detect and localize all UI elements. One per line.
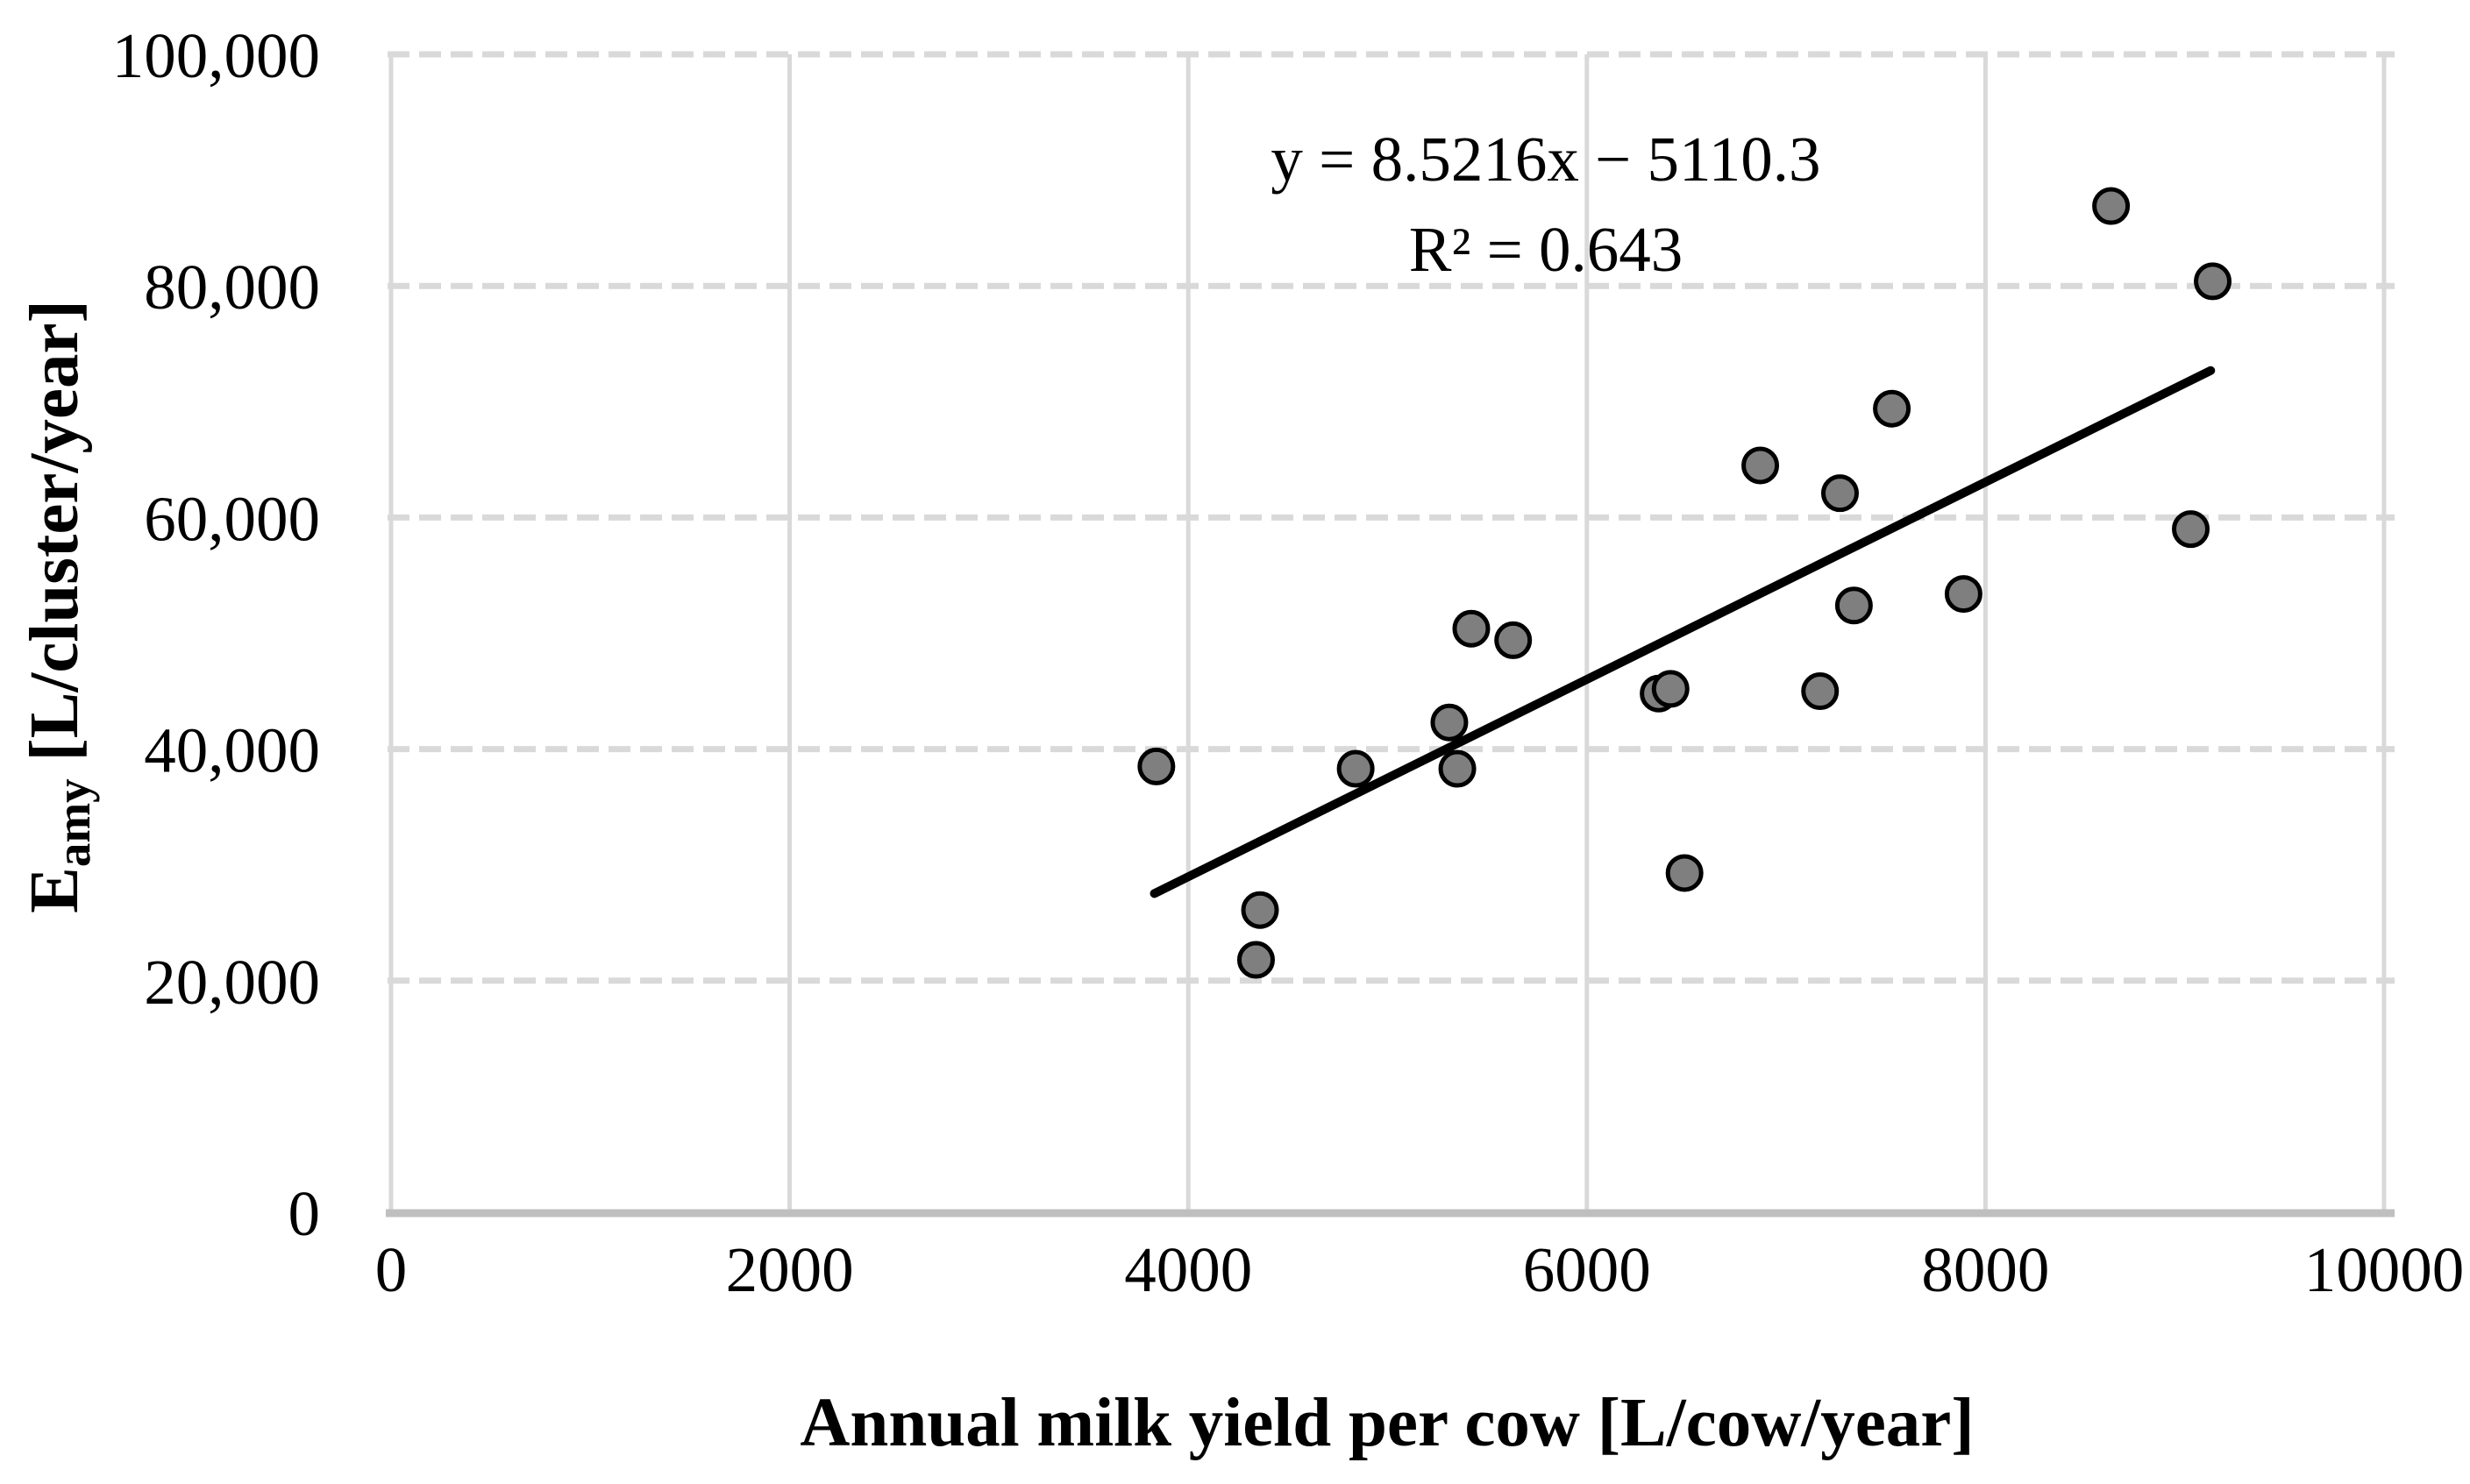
x-tick-label: 0: [375, 1234, 408, 1305]
points-layer: [1137, 187, 2232, 979]
y-tick-label: 80,000: [144, 252, 320, 323]
y-tick-label: 20,000: [144, 947, 320, 1018]
x-tick-label: 4000: [1124, 1234, 1252, 1305]
y-tick-label: 40,000: [144, 715, 320, 786]
x-tick-label: 2000: [726, 1234, 854, 1305]
y-axis-title: Eamy [L/cluster/year]: [17, 300, 100, 913]
trendline: [1150, 366, 2216, 898]
scatter-point: [2194, 262, 2232, 301]
scatter-point: [1741, 446, 1780, 485]
scatter-point: [1452, 609, 1491, 648]
scatter-point: [1430, 703, 1469, 742]
y-tick-label: 60,000: [144, 483, 320, 554]
scatter-point: [1241, 891, 1279, 929]
y-tick-labels: 0 20,000 40,000 60,000 80,000 100,000: [112, 20, 320, 1249]
scatter-point: [1834, 586, 1873, 625]
x-axis-title: Annual milk yield per cow [L/cow/year]: [800, 1385, 1974, 1461]
scatter-point: [1801, 672, 1840, 711]
equation-label: y = 8.5216x − 5110.3: [1271, 124, 1820, 195]
scatter-point: [1665, 854, 1704, 892]
gridlines: [388, 51, 2395, 1212]
x-tick-labels: 0 2000 4000 6000 8000 10000: [375, 1234, 2465, 1305]
scatter-point: [1944, 575, 1982, 614]
y-tick-label: 0: [288, 1178, 321, 1249]
scatter-point: [1137, 747, 1176, 785]
y-tick-label: 100,000: [112, 20, 320, 91]
scatter-point: [1873, 389, 1911, 428]
scatter-point: [1438, 749, 1477, 788]
scatter-point: [2172, 510, 2210, 549]
x-tick-label: 10000: [2304, 1234, 2465, 1305]
x-tick-label: 6000: [1523, 1234, 1651, 1305]
r-squared-label: R² = 0.643: [1409, 214, 1683, 285]
scatter-point: [2092, 187, 2131, 225]
scatter-point: [1336, 749, 1375, 788]
scatter-point: [1494, 621, 1533, 659]
scatter-point: [1236, 941, 1275, 979]
scatter-point: [1820, 474, 1859, 513]
trendline-layer: [1150, 366, 2216, 898]
scatter-point: [1651, 670, 1690, 708]
x-tick-label: 8000: [1921, 1234, 2049, 1305]
